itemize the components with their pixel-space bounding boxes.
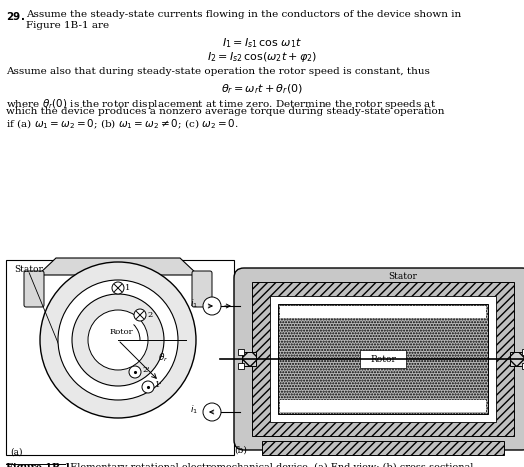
Text: $i_1$: $i_1$: [190, 298, 198, 310]
Text: $I_2 = I_{s2}\,\cos(\omega_2 t + \varphi_2)$: $I_2 = I_{s2}\,\cos(\omega_2 t + \varphi…: [207, 50, 317, 64]
Text: Assume also that during steady-state operation the rotor speed is constant, thus: Assume also that during steady-state ope…: [6, 67, 430, 76]
Text: Assume the steady-state currents flowing in the conductors of the device shown i: Assume the steady-state currents flowing…: [26, 10, 461, 19]
Bar: [522, 349, 524, 355]
Circle shape: [129, 366, 141, 378]
Bar: [280, 306, 486, 318]
Text: 1: 1: [125, 284, 130, 292]
Bar: [238, 363, 244, 369]
Polygon shape: [38, 258, 198, 275]
Text: if (a) $\omega_1 = \omega_2 = 0$; (b) $\omega_1 = \omega_2 \neq 0$; (c) $\omega_: if (a) $\omega_1 = \omega_2 = 0$; (b) $\…: [6, 117, 239, 131]
Bar: [6, 260, 234, 455]
Bar: [278, 304, 488, 414]
Text: Rotor: Rotor: [110, 328, 134, 336]
Text: 2: 2: [147, 311, 152, 319]
Text: 2': 2': [142, 366, 150, 374]
Text: Figure 1B-1.: Figure 1B-1.: [6, 463, 74, 467]
Bar: [522, 363, 524, 369]
Bar: [242, 352, 256, 366]
Bar: [270, 296, 496, 422]
Text: $\mathbf{29.}$: $\mathbf{29.}$: [6, 10, 25, 22]
Text: Elementary rotational electromechanical device. (a) End view; (b) cross-sectiona: Elementary rotational electromechanical …: [67, 463, 473, 467]
Bar: [510, 352, 524, 366]
FancyBboxPatch shape: [234, 268, 524, 450]
Circle shape: [142, 381, 154, 393]
Text: Figure 1B-1 are: Figure 1B-1 are: [26, 21, 109, 30]
FancyBboxPatch shape: [24, 271, 44, 307]
FancyBboxPatch shape: [192, 271, 212, 307]
Circle shape: [58, 280, 178, 400]
Circle shape: [134, 309, 146, 321]
Bar: [262, 441, 504, 455]
Circle shape: [88, 310, 148, 370]
Bar: [252, 282, 514, 436]
Text: where $\theta_r(0)$ is the rotor displacement at time zero. Determine the rotor : where $\theta_r(0)$ is the rotor displac…: [6, 97, 436, 111]
Text: (b): (b): [234, 446, 247, 455]
Text: $i_1$: $i_1$: [190, 404, 198, 416]
Circle shape: [203, 403, 221, 421]
Text: $\theta_r$: $\theta_r$: [158, 352, 168, 364]
Text: Stator: Stator: [389, 272, 418, 281]
Bar: [238, 349, 244, 355]
Text: $I_1 = I_{s1}\,\cos\,\omega_1 t$: $I_1 = I_{s1}\,\cos\,\omega_1 t$: [222, 36, 302, 50]
Text: $\theta_r = \omega_r t + \theta_r(0)$: $\theta_r = \omega_r t + \theta_r(0)$: [221, 82, 303, 96]
Circle shape: [72, 294, 164, 386]
Circle shape: [40, 262, 196, 418]
Text: Stator: Stator: [14, 265, 43, 274]
Circle shape: [203, 297, 221, 315]
Text: 1': 1': [155, 381, 163, 389]
Text: (a): (a): [10, 448, 23, 457]
FancyBboxPatch shape: [360, 350, 406, 368]
Bar: [280, 400, 486, 412]
Text: which the device produces a nonzero average torque during steady-state operation: which the device produces a nonzero aver…: [6, 107, 444, 116]
Circle shape: [112, 282, 124, 294]
Text: Rotor: Rotor: [370, 354, 396, 363]
